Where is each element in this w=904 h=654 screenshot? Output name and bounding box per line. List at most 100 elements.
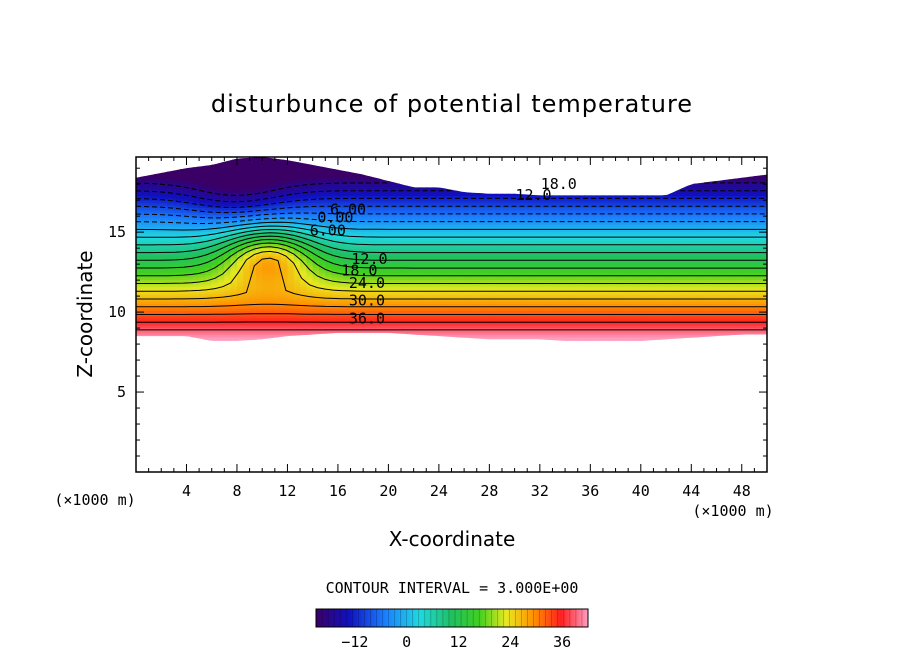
- field-cell: [483, 183, 491, 187]
- field-cell: [331, 214, 339, 218]
- field-cell: [243, 296, 251, 300]
- field-cell: [293, 305, 301, 309]
- field-cell: [508, 308, 516, 312]
- field-cell: [274, 269, 282, 273]
- field-cell: [192, 315, 200, 319]
- field-cell: [142, 342, 149, 345]
- field-cell: [224, 336, 232, 340]
- field-cell: [401, 209, 408, 213]
- field-cell: [230, 173, 238, 177]
- field-cell: [476, 291, 484, 295]
- field-cell: [508, 200, 516, 204]
- field-cell: [401, 219, 408, 223]
- field-cell: [186, 190, 194, 194]
- field-cell: [394, 207, 402, 211]
- field-cell: [350, 252, 358, 256]
- field-cell: [173, 293, 181, 297]
- field-cell: [457, 257, 465, 261]
- field-cell: [363, 200, 371, 204]
- field-cell: [149, 152, 156, 155]
- field-cell: [375, 166, 383, 170]
- field-cell: [407, 257, 415, 261]
- field-cell: [312, 269, 320, 273]
- field-cell: [205, 284, 213, 288]
- field-cell: [161, 339, 169, 341]
- field-cell: [211, 212, 219, 216]
- field-cell: [255, 257, 263, 261]
- field-cell: [369, 190, 377, 194]
- field-cell: [457, 276, 465, 280]
- field-cell: [401, 327, 408, 331]
- field-cell: [344, 197, 352, 201]
- field-cell: [508, 166, 516, 170]
- field-cell: [205, 248, 213, 252]
- field-cell: [249, 159, 257, 163]
- field-cell: [363, 193, 371, 196]
- field-cell: [426, 202, 434, 206]
- field-cell: [451, 255, 459, 259]
- field-cell: [432, 219, 440, 223]
- field-cell: [211, 286, 219, 290]
- field-cell: [445, 339, 453, 341]
- field-cell: [495, 224, 503, 228]
- field-cell: [413, 291, 421, 295]
- field-cell: [483, 195, 491, 199]
- field-cell: [413, 209, 421, 213]
- field-cell: [255, 159, 263, 163]
- field-cell: [230, 166, 238, 170]
- field-cell: [464, 169, 472, 172]
- field-cell: [142, 240, 150, 244]
- field-cell: [344, 322, 352, 326]
- field-cell: [218, 152, 225, 155]
- field-cell: [451, 308, 459, 312]
- field-cell: [268, 236, 276, 240]
- field-cell: [161, 264, 169, 268]
- field-cell: [319, 320, 326, 324]
- field-cell: [382, 178, 390, 182]
- field-cell: [369, 296, 377, 300]
- field-cell: [419, 264, 427, 268]
- field-cell: [268, 305, 276, 309]
- field-cell: [319, 195, 326, 199]
- field-cell: [419, 166, 427, 170]
- field-cell: [312, 252, 320, 256]
- field-cell: [394, 260, 402, 264]
- field-cell: [306, 324, 314, 328]
- field-cell: [161, 238, 169, 242]
- field-cell: [167, 195, 175, 199]
- field-cell: [337, 281, 345, 285]
- field-cell: [502, 250, 509, 254]
- field-cell: [438, 207, 446, 211]
- field-cell: [293, 260, 301, 264]
- field-cell: [382, 310, 390, 314]
- field-cell: [363, 293, 371, 297]
- field-cell: [438, 193, 446, 196]
- field-cell: [363, 329, 371, 333]
- field-cell: [243, 229, 251, 232]
- field-cell: [161, 303, 169, 307]
- field-cell: [230, 310, 238, 314]
- field-cell: [476, 334, 484, 338]
- field-cell: [489, 327, 497, 331]
- field-cell: [186, 291, 194, 295]
- field-cell: [388, 257, 396, 261]
- field-cell: [451, 164, 459, 168]
- field-cell: [413, 207, 421, 211]
- field-cell: [230, 274, 238, 278]
- field-cell: [375, 245, 383, 249]
- field-cell: [451, 224, 459, 228]
- field-cell: [476, 193, 484, 196]
- field-cell: [237, 164, 244, 168]
- field-cell: [148, 336, 156, 340]
- field-cell: [331, 317, 339, 321]
- field-cell: [268, 288, 276, 292]
- field-cell: [369, 209, 377, 213]
- field-cell: [413, 272, 421, 276]
- field-cell: [520, 161, 528, 165]
- field-cell: [432, 214, 440, 218]
- field-cell: [382, 224, 390, 228]
- field-cell: [161, 214, 169, 218]
- field-cell: [419, 209, 427, 213]
- field-cell: [306, 178, 314, 182]
- field-cell: [230, 193, 238, 196]
